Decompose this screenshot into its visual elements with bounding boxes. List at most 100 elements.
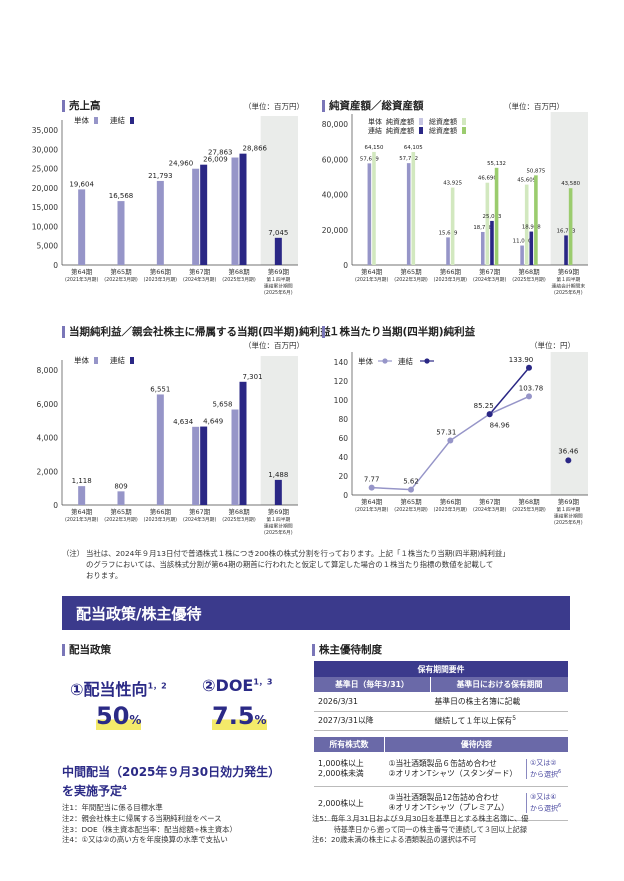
doe-value: 7.5%	[212, 702, 267, 730]
point-tanpo	[408, 486, 414, 493]
data-label: 57,792	[399, 156, 418, 162]
legend-label: 単体	[358, 356, 373, 366]
title-marker	[312, 643, 315, 656]
data-label: 21,793	[148, 172, 173, 180]
bar-renketsu	[200, 164, 208, 265]
x-tick-label: 第68期	[228, 507, 250, 516]
x-tick-sublabel: (2025年6月)	[264, 529, 293, 536]
profit-unit: （単位：百万円）	[244, 341, 304, 350]
bar-renketsu	[239, 381, 247, 505]
data-label: 28,866	[243, 145, 268, 153]
interim-sup: 4	[122, 784, 127, 792]
payout-ratio-number: 50	[96, 702, 130, 730]
x-tick-sublabel: 連結会計期間末	[552, 283, 586, 290]
data-label: 11,050	[513, 239, 532, 245]
data-label: 46,690	[478, 176, 497, 182]
x-tick-sublabel: 連結累計期間	[264, 523, 293, 530]
x-tick-label: 第68期	[518, 497, 540, 506]
data-label: 43,580	[561, 181, 580, 187]
title-marker	[322, 99, 325, 112]
x-tick-label: 第64期	[71, 267, 93, 276]
data-label: 55,132	[487, 161, 506, 167]
eps-title-text: １株当たり当期(四半期)純利益	[329, 326, 476, 338]
line-renketsu	[489, 367, 530, 415]
title-marker	[62, 643, 65, 656]
sales-title-text: 売上高	[69, 100, 101, 112]
x-tick-sublabel: 第１四半期	[556, 276, 580, 283]
legend-swatch	[130, 357, 134, 364]
legend-swatch	[419, 127, 423, 134]
x-tick-sublabel: (2024年3月期)	[473, 506, 507, 513]
benefit-item: ③当社酒類製品12缶詰め合わせ	[388, 793, 499, 802]
x-tick-sublabel: (2021年3月期)	[65, 276, 99, 283]
items-cell: ①当社酒類製品６缶詰め合わせ ②オリオンTシャツ（スタンダード）	[385, 752, 525, 786]
x-tick-label: 第64期	[361, 267, 383, 276]
x-tick-sublabel: 第１四半期	[556, 506, 580, 513]
x-tick-sublabel: (2024年3月期)	[473, 276, 507, 283]
x-tick-label: 第64期	[361, 497, 383, 506]
cond-text: 継続して１年以上保有	[434, 716, 513, 726]
y-tick-label: 6,000	[37, 400, 59, 409]
x-tick-label: 第68期	[228, 267, 250, 276]
dividend-note: 注2：親会社株主に帰属する当期純利益をベース	[62, 813, 222, 823]
y-tick-label: 20,000	[322, 226, 348, 235]
title-marker	[322, 325, 325, 338]
eps-chart: 140120100806040200第64期(2021年3月期)第65期(202…	[334, 352, 588, 526]
y-tick-label: 0	[343, 261, 348, 270]
bar-jun_tanpo	[520, 245, 524, 265]
bar-jun_renketsu	[564, 235, 568, 265]
benefit-notes: 注5：毎年３月31日および９月30日を基準日とする株主名簿に、優 待基準日から遡…	[312, 814, 574, 846]
x-tick-label: 第66期	[150, 507, 172, 516]
x-tick-sublabel: (2024年3月期)	[183, 516, 217, 523]
chart-note: （注） 当社は、2024年９月13日付で普通株式１株につき200株の株式分割を行…	[62, 548, 582, 581]
legend-label: 総資産額	[429, 117, 457, 126]
choice-text: から選択	[530, 804, 558, 813]
doe-text: ②DOE	[202, 676, 254, 695]
bar-renketsu	[200, 426, 208, 505]
items-cell: ③当社酒類製品12缶詰め合わせ ④オリオンTシャツ（プレミアム）	[385, 786, 525, 820]
y-tick-label: 140	[334, 358, 349, 367]
benefit-title: 株主優待制度	[312, 642, 382, 657]
data-label: 57.31	[436, 429, 456, 437]
y-tick-label: 80	[338, 415, 348, 424]
bar-tanpo	[231, 157, 239, 265]
data-label: 6,551	[150, 385, 170, 393]
bar-tanpo	[192, 426, 200, 505]
x-tick-label: 第66期	[440, 267, 462, 276]
y-tick-label: 2,000	[37, 467, 59, 476]
x-tick-label: 第68期	[518, 267, 540, 276]
bar-sou_tanpo	[485, 182, 490, 265]
choice-text: ③又は④	[530, 792, 557, 801]
x-tick-label: 第65期	[400, 267, 422, 276]
assets-chart-title: 純資産額／総資産額	[322, 98, 424, 113]
y-tick-label: 80,000	[322, 120, 348, 129]
x-tick-label: 第66期	[440, 497, 462, 506]
payout-ratio-text: ①配当性向	[70, 680, 148, 699]
bar-tanpo	[231, 409, 239, 505]
bar-sou_renketsu	[568, 188, 573, 265]
bar-sou_tanpo	[524, 184, 529, 265]
x-tick-label: 第69期	[558, 497, 580, 506]
y-tick-label: 60	[338, 434, 348, 443]
point-renketsu	[526, 364, 532, 371]
legend-swatch	[94, 117, 98, 124]
chart-note-line: おります。	[86, 571, 123, 580]
payout-ratio-label: ①配当性向1，2	[70, 676, 167, 700]
bar-tanpo	[156, 180, 164, 265]
data-label: 1,118	[72, 477, 92, 485]
shares-col-header: 所有株式数	[314, 737, 385, 752]
x-tick-sublabel: (2021年3月期)	[355, 506, 389, 513]
x-tick-label: 第66期	[150, 267, 172, 276]
x-tick-label: 第67期	[189, 267, 211, 276]
bar-sou_tanpo	[372, 151, 376, 265]
x-tick-label: 第65期	[110, 267, 132, 276]
choice-sup: 6	[558, 802, 562, 809]
legend-swatch	[462, 118, 466, 125]
bar-renketsu	[274, 479, 282, 505]
x-tick-sublabel: (2022年3月期)	[104, 276, 138, 283]
data-label: 15,669	[439, 230, 458, 236]
data-label: 43,925	[443, 181, 462, 187]
choice-sup: 6	[558, 768, 562, 775]
payout-ratio-value: 50%	[96, 702, 142, 730]
data-label: 50,875	[526, 168, 545, 174]
